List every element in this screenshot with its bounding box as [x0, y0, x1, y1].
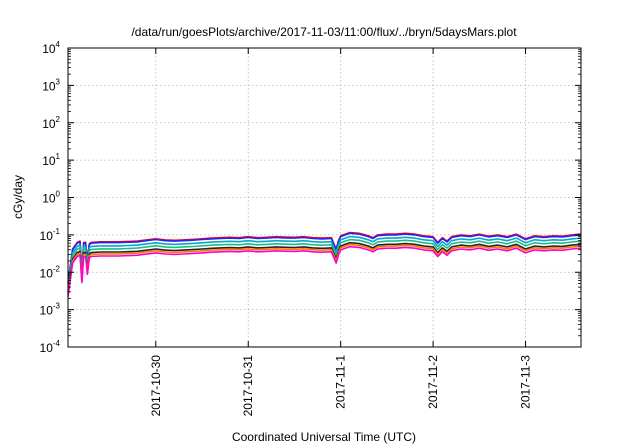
y-tick-label: 104: [42, 40, 60, 56]
x-axis: 2017-10-30 2017-10-31 2017-11-1 2017-11-2 20…: [149, 48, 533, 416]
series-line-7: [67, 245, 582, 297]
y-tick-label: 10-3: [40, 302, 61, 318]
series-line-4: [67, 238, 582, 290]
y-tick-label: 102: [42, 115, 60, 131]
x-tick-label: 2017-11-1: [334, 355, 348, 409]
y-tick-label: 10-2: [40, 264, 61, 280]
y-tick-label: 103: [42, 77, 60, 93]
y-tick-label: 10-4: [40, 339, 61, 355]
y-tick-label: 101: [42, 152, 60, 168]
series-line-2: [67, 232, 582, 284]
y-tick-label: 10-1: [40, 227, 61, 243]
series-line-6: [67, 243, 582, 295]
x-tick-label: 2017-11-2: [426, 355, 440, 409]
y-axis-label: cGy/day: [11, 175, 25, 219]
chart-title: /data/run/goesPlots/archive/2017-11-03/1…: [131, 25, 517, 39]
x-axis-label: Coordinated Universal Time (UTC): [232, 430, 416, 444]
series-lines: [67, 231, 582, 297]
x-tick-label: 2017-10-31: [241, 355, 255, 417]
x-tick-label: 2017-10-30: [149, 355, 163, 417]
series-line-3: [67, 235, 582, 287]
x-tick-label: 2017-11-3: [519, 355, 533, 409]
grid: [68, 48, 581, 347]
y-tick-label: 100: [42, 190, 60, 206]
